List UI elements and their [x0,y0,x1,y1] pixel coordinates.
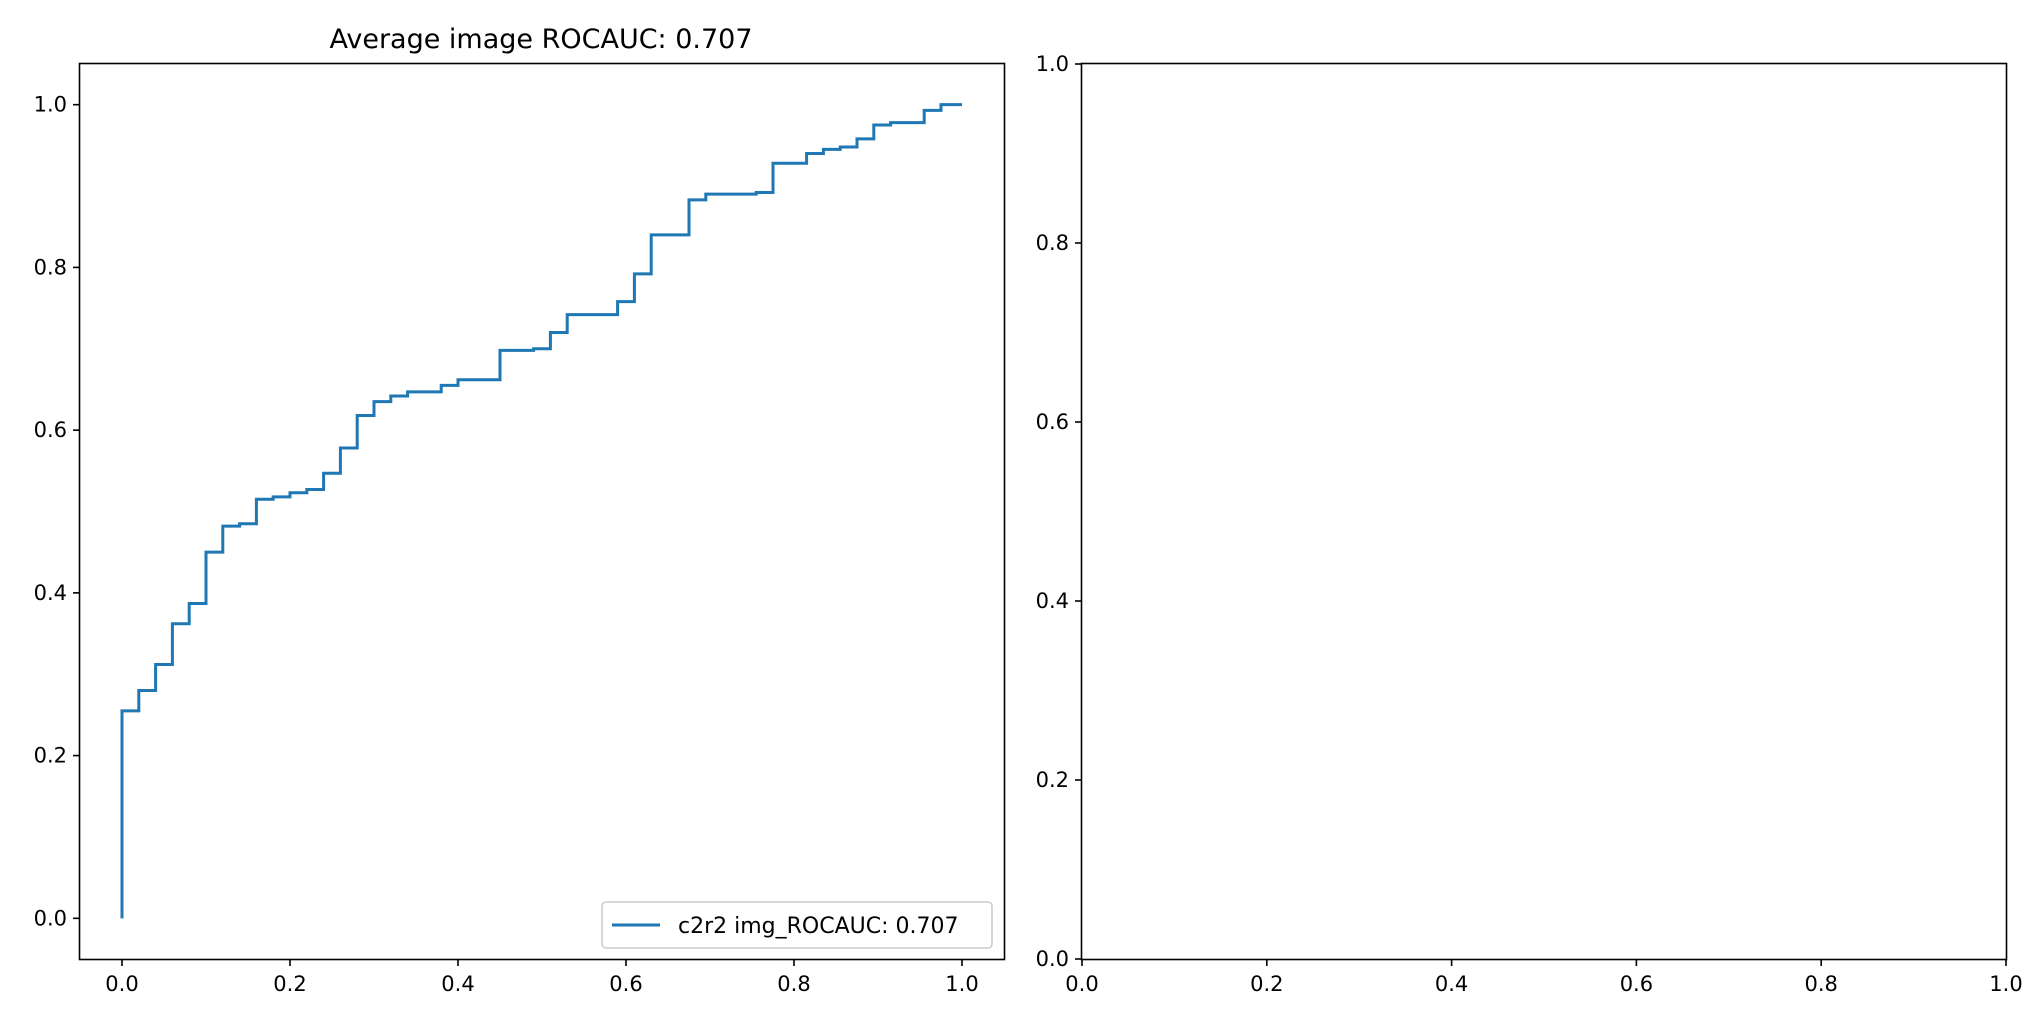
right-y-tick-label: 0.2 [1036,768,1069,792]
left-x-tick-label: 1.0 [945,972,978,996]
right-y-ticks: 0.0 0.2 0.4 0.6 0.8 1.0 [1036,52,1082,971]
right-axes: 0.0 0.2 0.4 0.6 0.8 1.0 0.0 0.2 0.4 0.6 0.8 1.0 [1036,52,2023,996]
legend-box [601,901,993,949]
left-x-ticks: 0.0 0.2 0.4 0.6 0.8 1.0 [105,959,979,996]
left-y-ticks: 0.0 0.2 0.4 0.6 0.8 1.0 [34,93,80,930]
right-y-tick-label: 0.4 [1036,589,1069,613]
right-x-tick-label: 0.6 [1620,972,1653,996]
right-y-tick-label: 1.0 [1036,52,1069,76]
left-x-tick-label: 0.8 [777,972,810,996]
left-y-tick-label: 0.4 [34,581,67,605]
legend: c2r2 img_ROCAUC: 0.707 [601,901,993,949]
left-y-tick-label: 0.2 [34,744,67,768]
roc-curve-line [120,103,962,919]
right-y-tick-label: 0.8 [1036,231,1069,255]
right-y-tick-label: 0.0 [1036,947,1069,971]
right-x-tick-label: 1.0 [1989,972,2022,996]
right-x-ticks: 0.0 0.2 0.4 0.6 0.8 1.0 [1065,959,2023,996]
right-axes-frame [1080,62,2008,961]
left-x-tick-label: 0.0 [105,972,138,996]
right-y-tick-label: 0.6 [1036,410,1069,434]
left-y-tick-label: 0.8 [34,255,67,279]
right-x-tick-label: 0.8 [1804,972,1837,996]
left-axes: Average image ROCAUC: 0.707 0.0 0.2 0.4 0.6… [34,24,1006,996]
left-y-tick-label: 1.0 [34,93,67,117]
left-plot-area [120,103,962,919]
left-x-tick-label: 0.4 [441,972,474,996]
left-chart-title: Average image ROCAUC: 0.707 [329,24,752,55]
left-y-tick-label: 0.0 [34,906,67,930]
right-x-tick-label: 0.0 [1065,972,1098,996]
right-x-tick-label: 0.2 [1250,972,1283,996]
right-x-tick-label: 0.4 [1435,972,1468,996]
left-y-tick-label: 0.6 [34,418,67,442]
legend-label: c2r2 img_ROCAUC: 0.707 [678,914,959,939]
left-axes-frame [78,62,1006,961]
left-x-tick-label: 0.6 [609,972,642,996]
left-x-tick-label: 0.2 [273,972,306,996]
